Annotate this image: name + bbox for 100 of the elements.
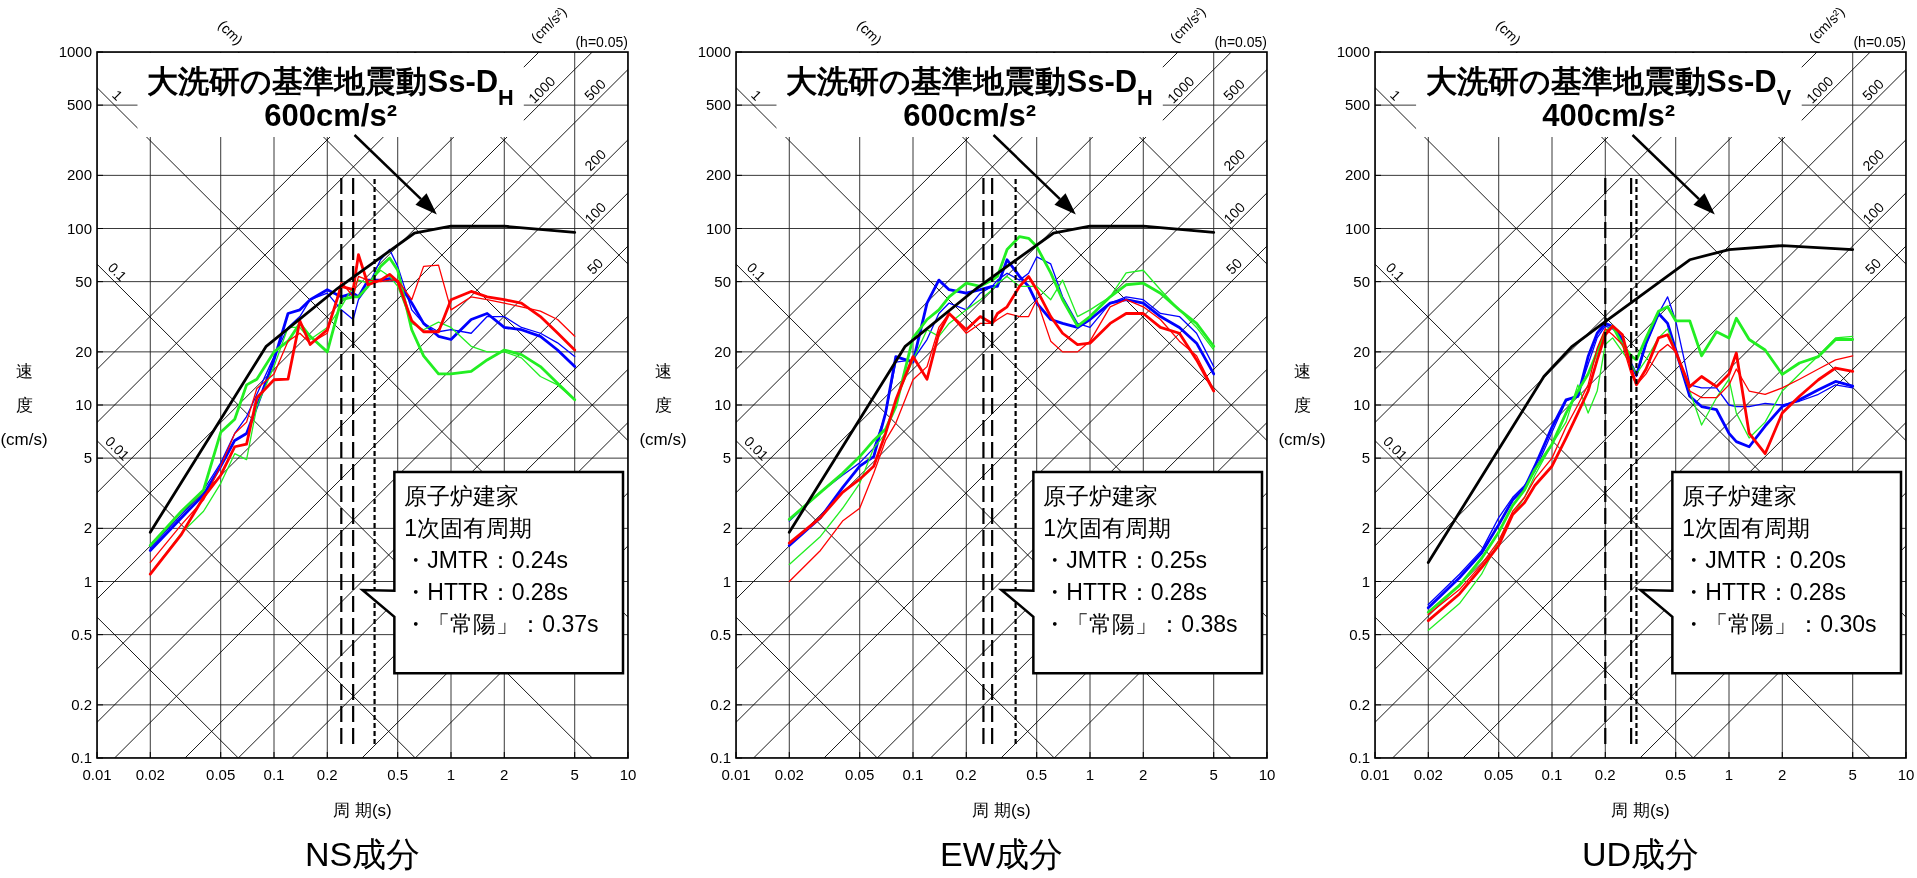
- x-tick-label: 0.2: [1594, 766, 1616, 783]
- y-tick-label: 20: [75, 342, 92, 360]
- x-tick-label: 0.1: [263, 766, 285, 783]
- y-tick-label: 5: [1361, 449, 1370, 467]
- text: 200: [1859, 145, 1888, 174]
- y-tick-label: 500: [705, 96, 731, 114]
- text: 1: [748, 86, 766, 104]
- y-tick-label: 10: [1353, 396, 1370, 413]
- text: 0.1: [104, 259, 131, 285]
- text: 0.1: [743, 259, 770, 285]
- y-axis-title: 速度(cm/s): [0, 361, 48, 449]
- text: 100: [1220, 198, 1249, 227]
- y-tick-label: 10: [75, 396, 92, 413]
- annotation: 原子炉建家 1次固有周期: [404, 483, 533, 542]
- x-tick-label: 0.01: [82, 766, 112, 783]
- annotation: ・JMTR：0.24s ・HTTR：0.28s ・「常陽」：0.37s: [404, 547, 599, 638]
- text: EW成分: [940, 835, 1063, 873]
- annotation: 原子炉建家 1次固有周期: [1682, 483, 1811, 542]
- x-tick-label: 2: [500, 766, 509, 783]
- y-tick-label: 100: [66, 219, 92, 237]
- y-tick-label: 200: [66, 166, 92, 184]
- y-tick-label: 50: [1353, 272, 1370, 290]
- y-tick-label: 1: [83, 572, 92, 590]
- text: 500: [1220, 75, 1249, 104]
- x-axis-title: 周 期(s): [972, 801, 1031, 820]
- x-tick-label: 5: [570, 766, 579, 783]
- y-tick-label: 0.2: [71, 695, 92, 713]
- y-tick-label: 1: [1361, 572, 1370, 590]
- text: 50: [583, 254, 607, 278]
- y-tick-label: 1000: [1336, 43, 1370, 60]
- text: 200: [581, 145, 610, 174]
- x-tick-label: 0.2: [316, 766, 338, 783]
- y-tick-label: 1000: [58, 43, 92, 60]
- x-axis-title: 周 期(s): [1611, 801, 1670, 820]
- text: 1: [109, 86, 127, 104]
- text: NS成分: [304, 835, 421, 873]
- y-tick-label: 5: [83, 449, 92, 467]
- x-tick-label: 10: [1258, 766, 1276, 783]
- text: (h=0.05): [575, 34, 628, 50]
- y-tick-label: 0.1: [1349, 749, 1370, 766]
- x-tick-label: 0.2: [955, 766, 977, 783]
- y-tick-label: 20: [714, 342, 731, 360]
- x-tick-label: 0.02: [774, 766, 804, 783]
- x-tick-label: 1: [1724, 766, 1734, 783]
- x-tick-label: 0.1: [1541, 766, 1563, 783]
- x-tick-label: 0.01: [1360, 766, 1390, 783]
- text: 100: [581, 198, 610, 227]
- x-tick-label: 0.01: [721, 766, 751, 783]
- text: 200: [1220, 145, 1249, 174]
- y-tick-label: 100: [1344, 219, 1370, 237]
- text: 50: [1861, 254, 1885, 278]
- annotation: ・JMTR：0.20s ・HTTR：0.28s ・「常陽」：0.30s: [1682, 547, 1877, 638]
- x-tick-label: 0.02: [1413, 766, 1443, 783]
- text: 50: [1222, 254, 1246, 278]
- x-tick-label: 5: [1209, 766, 1218, 783]
- text: 500: [1859, 75, 1888, 104]
- y-tick-label: 1000: [697, 43, 731, 60]
- y-tick-label: 50: [714, 272, 731, 290]
- x-tick-label: 0.5: [387, 766, 409, 783]
- x-tick-label: 2: [1778, 766, 1787, 783]
- y-tick-label: 0.1: [710, 749, 731, 766]
- y-tick-label: 100: [705, 219, 731, 237]
- x-tick-label: 0.1: [902, 766, 924, 783]
- x-tick-label: 0.05: [845, 766, 875, 783]
- text: (h=0.05): [1214, 34, 1267, 50]
- y-tick-label: 0.2: [1349, 695, 1370, 713]
- text: (h=0.05): [1853, 34, 1906, 50]
- x-tick-label: 0.5: [1665, 766, 1687, 783]
- text: 100: [1859, 198, 1888, 227]
- text: 1: [1387, 86, 1405, 104]
- y-tick-label: 2: [83, 519, 92, 537]
- y-tick-label: 1: [722, 572, 731, 590]
- text: 0.1: [1382, 259, 1409, 285]
- y-tick-label: 0.1: [71, 749, 92, 766]
- y-tick-label: 200: [1344, 166, 1370, 184]
- y-tick-label: 0.5: [710, 625, 731, 643]
- x-tick-label: 0.05: [206, 766, 236, 783]
- y-tick-label: 5: [722, 449, 731, 467]
- x-tick-label: 0.05: [1484, 766, 1514, 783]
- y-tick-label: 0.5: [1349, 625, 1370, 643]
- x-tick-label: 1: [446, 766, 456, 783]
- x-tick-label: 1: [1085, 766, 1095, 783]
- x-axis-title: 周 期(s): [333, 801, 392, 820]
- annotation: 原子炉建家 1次固有周期: [1043, 483, 1172, 542]
- text: 500: [581, 75, 610, 104]
- y-tick-label: 2: [1361, 519, 1370, 537]
- x-tick-label: 0.02: [135, 766, 165, 783]
- annotation: ・JMTR：0.25s ・HTTR：0.28s ・「常陽」：0.38s: [1043, 547, 1238, 638]
- y-tick-label: 200: [705, 166, 731, 184]
- y-tick-label: 500: [66, 96, 92, 114]
- text: UD成分: [1581, 835, 1700, 873]
- x-tick-label: 10: [1897, 766, 1915, 783]
- x-tick-label: 2: [1139, 766, 1148, 783]
- y-tick-label: 10: [714, 396, 731, 413]
- y-tick-label: 20: [1353, 342, 1370, 360]
- y-axis-title: 速度(cm/s): [639, 361, 687, 449]
- y-tick-label: 0.5: [71, 625, 92, 643]
- x-tick-label: 5: [1848, 766, 1857, 783]
- y-tick-label: 2: [722, 519, 731, 537]
- y-tick-label: 500: [1344, 96, 1370, 114]
